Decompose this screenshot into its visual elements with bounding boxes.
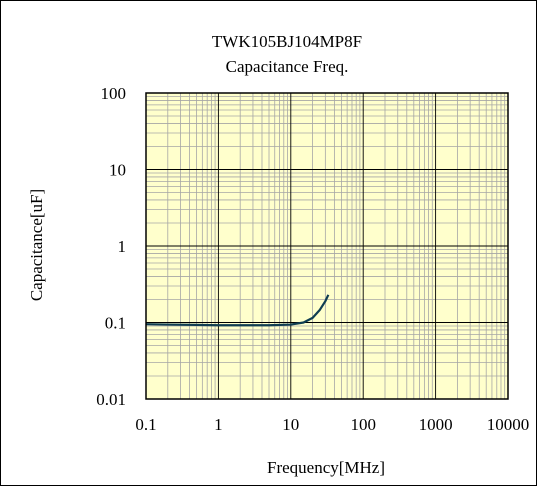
x-tick-label: 1000 xyxy=(419,415,453,434)
major-grid xyxy=(146,93,508,399)
x-tick-label: 100 xyxy=(350,415,376,434)
y-axis-label: Capacitance[uF] xyxy=(27,189,46,301)
y-tick-label: 1 xyxy=(118,237,127,256)
x-tick-label: 1 xyxy=(214,415,223,434)
x-tick-labels: 0.1 1 10 100 1000 10000 xyxy=(135,415,529,434)
y-tick-label: 100 xyxy=(101,84,127,103)
x-tick-label: 0.1 xyxy=(135,415,156,434)
chart-subtitle: Capacitance Freq. xyxy=(226,57,349,76)
plot-border xyxy=(145,92,509,400)
y-tick-labels: 100 10 1 0.1 0.01 xyxy=(96,84,126,409)
chart-title: TWK105BJ104MP8F xyxy=(212,32,362,51)
y-tick-label: 10 xyxy=(109,161,126,180)
y-tick-label: 0.1 xyxy=(105,314,126,333)
x-tick-label: 10 xyxy=(282,415,299,434)
x-tick-label: 10000 xyxy=(487,415,530,434)
x-axis-label: Frequency[MHz] xyxy=(267,458,385,477)
series-line xyxy=(145,294,330,327)
y-tick-label: 0.01 xyxy=(96,390,126,409)
